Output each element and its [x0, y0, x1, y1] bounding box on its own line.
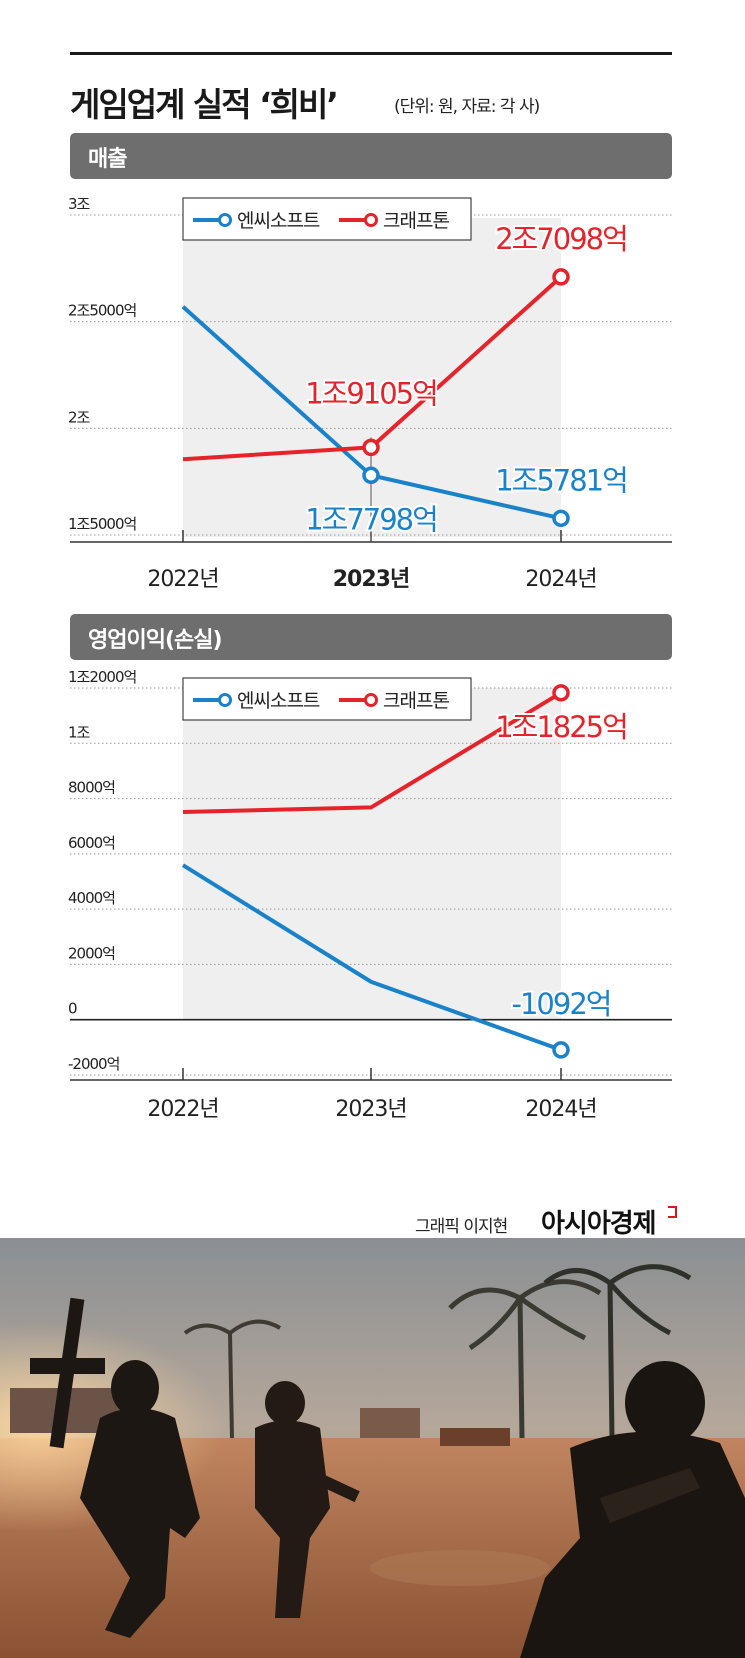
x-category-label: 2023년 [335, 1097, 406, 1122]
data-point [552, 1041, 570, 1059]
x-category-label: 2024년 [525, 567, 596, 592]
x-category-label: 2023년 [333, 567, 409, 592]
legend-swatch-point [364, 213, 378, 227]
brand-logo: 아시아경제 [541, 1209, 657, 1239]
top-rule [70, 52, 672, 55]
y-tick-label: 0 [68, 1000, 77, 1018]
brand-mark-icon [668, 1206, 677, 1218]
y-tick-label: 1조 [68, 723, 91, 741]
data-label: 2조7098억 [495, 222, 627, 256]
y-tick-label: 2000억 [68, 944, 115, 962]
data-label: 1조1825억 [495, 710, 627, 744]
y-tick-label: 4000억 [68, 889, 115, 907]
data-label: 1조9105억 [305, 376, 437, 410]
unit-source-note: (단위: 원, 자료: 각 사) [394, 97, 540, 117]
legend-box [182, 677, 472, 721]
y-tick-label: -2000억 [68, 1055, 119, 1073]
data-label: -1092억 [512, 987, 611, 1021]
section-label-operating-profit: 영업이익(손실) [88, 628, 223, 653]
series-line-krafton [182, 691, 563, 814]
revenue-line-chart: 1조5000억 2조 2조5000억 3조 2022년 2023년 2024년 1조7798억… [68, 195, 672, 592]
game-screenshot-photo [0, 1238, 745, 1658]
data-point [552, 509, 570, 528]
y-tick-label: 2조 [68, 408, 91, 426]
y-tick-label: 3조 [68, 195, 91, 213]
legend-swatch-point [364, 693, 378, 707]
legend-swatch-point [218, 693, 232, 707]
graphic-credit: 그래픽 이지현 [415, 1217, 508, 1237]
x-category-label: 2022년 [147, 567, 218, 592]
legend: 엔씨소프트 크래프톤 [182, 677, 472, 721]
y-tick-label: 8000억 [68, 779, 115, 797]
legend-swatch-point [218, 213, 232, 227]
page-title: 게임업계 실적 ‘희비’ [70, 85, 339, 124]
data-point [552, 268, 570, 286]
legend-entry: 크래프톤 [383, 690, 449, 712]
x-category-label: 2022년 [147, 1097, 218, 1122]
data-label: 1조7798억 [305, 502, 437, 536]
data-point [362, 438, 380, 457]
y-tick-label: 1조2000억 [68, 670, 136, 686]
soldiers-running-photo [0, 1238, 745, 1658]
legend-entry: 엔씨소프트 [237, 210, 320, 232]
x-category-label: 2024년 [525, 1097, 596, 1122]
section-label-revenue: 매출 [88, 147, 127, 172]
y-tick-label: 6000억 [68, 834, 115, 852]
section-bar-revenue: 매출 [70, 133, 672, 179]
series-line-ncsoft [181, 863, 562, 1052]
legend-entry: 엔씨소프트 [237, 690, 320, 712]
y-tick-label: 1조5000억 [68, 515, 136, 533]
data-label: 1조5781억 [495, 463, 627, 497]
legend-entry: 크래프톤 [383, 210, 449, 232]
legend: 엔씨소프트 크래프톤 [182, 197, 472, 241]
operating-profit-line-chart: -2000억 0 2000억 4000억 6000억 8000억 1조 1조2000억 2022… [68, 670, 672, 1122]
data-point [552, 684, 570, 702]
y-tick-label: 2조5000억 [68, 302, 136, 320]
data-point [362, 466, 380, 485]
section-bar-operating-profit: 영업이익(손실) [70, 614, 672, 660]
